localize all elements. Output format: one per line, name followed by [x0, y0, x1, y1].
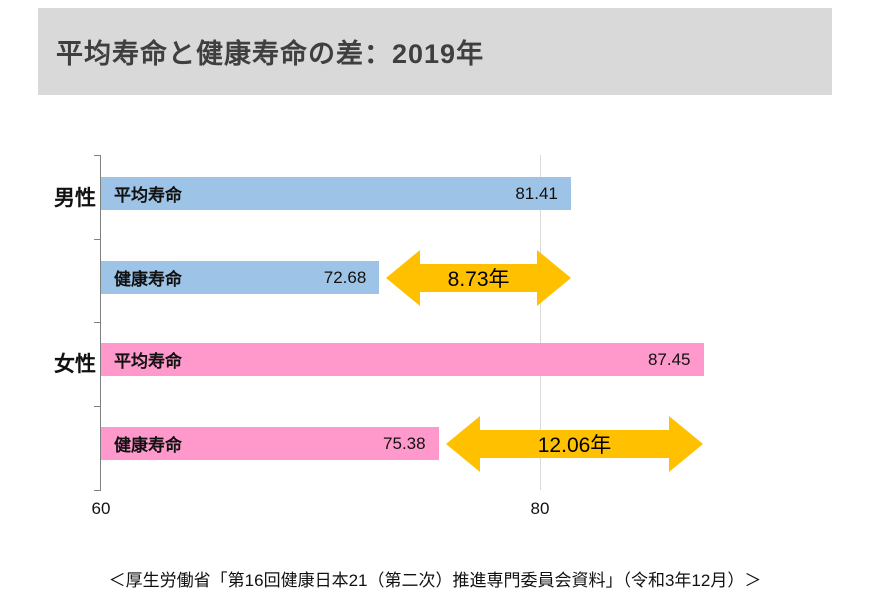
arrow-left-head-icon — [386, 250, 421, 306]
bar-value: 72.68 — [323, 267, 367, 287]
gap-arrow-male: 8.73年 — [386, 250, 571, 306]
source-citation: ＜厚生労働省「第16回健康日本21（第二次）推進専門委員会資料」（令和3年12月… — [108, 571, 762, 590]
gap-arrow-female: 12.06年 — [445, 416, 704, 472]
gap-value-male: 8.73年 — [447, 268, 510, 291]
bar-value: 81.41 — [515, 183, 558, 203]
bar-label: 平均寿命 — [114, 352, 182, 371]
arrow-right-head-icon — [536, 250, 571, 306]
bar-female-healthy-lifespan: 健康寿命 75.38 — [101, 427, 439, 460]
bar-label: 平均寿命 — [114, 186, 182, 205]
y-axis-line — [100, 155, 101, 491]
arrow-body — [419, 264, 538, 292]
x-tick-60: 60 — [91, 499, 111, 518]
y-axis-tick — [94, 406, 101, 407]
arrow-right-head-icon — [669, 416, 704, 472]
x-tick-80: 80 — [530, 499, 550, 518]
bar-male-average-lifespan: 平均寿命 81.41 — [101, 177, 571, 210]
arrow-body — [478, 430, 671, 458]
group-label-female: 女性 — [54, 353, 96, 376]
y-axis-tick — [94, 239, 101, 240]
y-axis-tick — [94, 155, 101, 156]
bar-label: 健康寿命 — [114, 436, 182, 455]
page-title: 平均寿命と健康寿命の差：2019年 — [56, 39, 485, 69]
y-axis-tick — [94, 490, 101, 491]
bar-value: 87.45 — [647, 349, 691, 369]
y-axis-tick — [94, 322, 101, 323]
title-banner: 平均寿命と健康寿命の差：2019年 — [38, 8, 832, 95]
bar-label: 健康寿命 — [114, 270, 182, 289]
bar-female-average-lifespan: 平均寿命 87.45 — [101, 343, 704, 376]
gap-value-female: 12.06年 — [537, 434, 612, 457]
group-label-male: 男性 — [54, 187, 96, 210]
gridline-80 — [540, 155, 541, 490]
arrow-left-head-icon — [445, 416, 480, 472]
bar-value: 75.38 — [383, 433, 426, 453]
bar-male-healthy-lifespan: 健康寿命 72.68 — [101, 261, 380, 294]
